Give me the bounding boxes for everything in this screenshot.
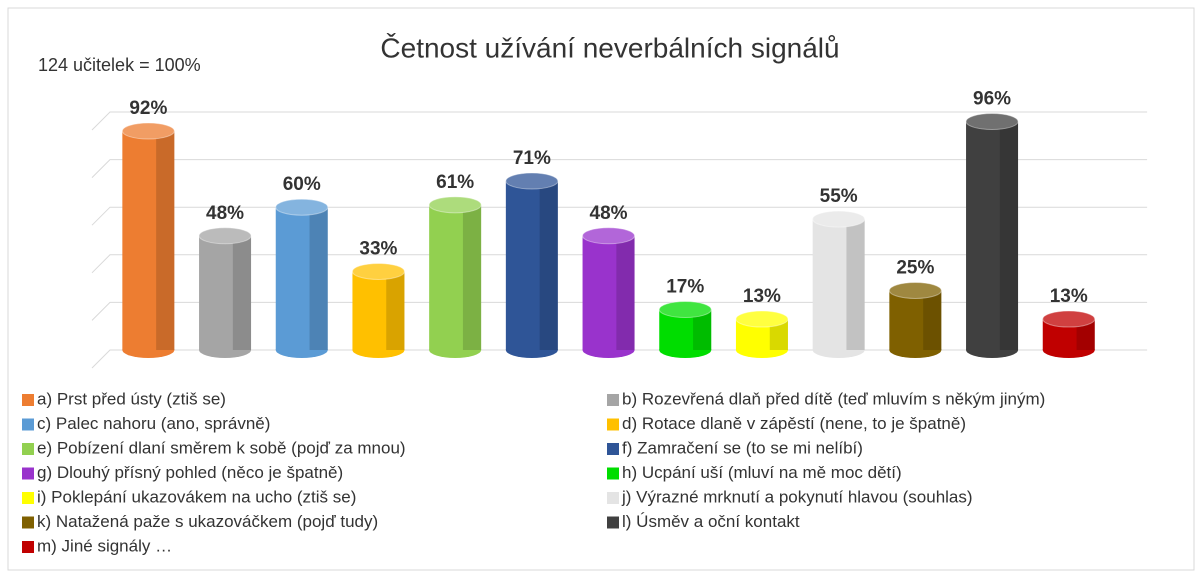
bar — [889, 290, 942, 350]
data-label: 55% — [820, 186, 858, 207]
chart-border — [7, 7, 1195, 571]
legend-swatch — [607, 516, 619, 529]
data-label: 96% — [973, 89, 1011, 110]
bar-cap — [965, 113, 1019, 131]
bar-shade — [156, 131, 175, 350]
bar-shade — [693, 309, 712, 350]
legend-swatch — [607, 443, 619, 455]
bar-cap-shine — [505, 173, 558, 190]
grid-line — [91, 301, 1148, 321]
legend-swatch — [607, 394, 619, 406]
bar — [505, 181, 558, 350]
bar-cap-shine — [659, 301, 712, 318]
data-label: 60% — [283, 174, 321, 195]
data-label: 92% — [129, 98, 167, 119]
bar-shade — [539, 181, 558, 350]
bar-cap — [812, 210, 866, 228]
legend-label: h) Ucpání uší (mluví na mě moc dětí) — [622, 463, 902, 482]
legend-swatch — [22, 418, 34, 431]
bar-cap-shine — [582, 227, 635, 244]
legend-swatch — [22, 541, 34, 553]
bar-cap-shine — [966, 113, 1019, 130]
bar — [812, 219, 865, 350]
bar-shade — [999, 121, 1019, 351]
legend-label: k) Natažená paže s ukazováčkem (pojď tud… — [37, 512, 378, 531]
bar — [966, 121, 1019, 351]
bar-shade — [1076, 319, 1095, 350]
bar-shade — [309, 207, 328, 350]
bar-cap — [658, 301, 712, 319]
legend-swatch — [607, 467, 619, 480]
legend-swatch — [607, 418, 619, 431]
legend-label: b) Rozevřená dlaň před dítě (teď mluvím … — [622, 389, 1045, 408]
legend-label: d) Rotace dlaně v zápěstí (nene, to je š… — [622, 414, 966, 433]
legend-label: a) Prst před ústy (ztiš se) — [37, 389, 226, 408]
bar-cap-shine — [889, 282, 942, 299]
bar-shade — [232, 235, 252, 350]
bar-cap-shine — [1042, 311, 1095, 328]
legend-label: e) Pobízení dlaní směrem k sobě (pojď za… — [37, 438, 406, 457]
bar-shade — [769, 319, 788, 350]
bar-cap — [198, 227, 252, 245]
bar — [352, 271, 405, 350]
bar-cap — [121, 122, 175, 140]
bar-cap — [505, 172, 559, 190]
legend-swatch — [22, 492, 34, 504]
data-label: 33% — [359, 238, 397, 259]
bar-cap — [275, 198, 329, 216]
bar-cap-shine — [199, 227, 252, 244]
data-label: 48% — [206, 203, 244, 224]
bar-cap-shine — [429, 196, 482, 213]
bar — [122, 131, 175, 350]
data-label: 61% — [436, 172, 474, 193]
bar-cap — [735, 310, 789, 328]
data-label: 48% — [590, 203, 628, 224]
legend-label: f) Zamračení se (to se mi nelíbí) — [622, 438, 863, 457]
bar-cap — [582, 227, 636, 245]
grid-line — [91, 206, 1148, 226]
grid-line — [91, 254, 1148, 274]
legend-label: m) Jiné signály … — [37, 536, 172, 555]
legend-swatch — [22, 467, 34, 480]
legend-label: g) Dlouhý přísný pohled (něco je špatně) — [37, 463, 343, 482]
legend-swatch — [22, 443, 34, 455]
bar-cap-shine — [735, 311, 788, 328]
bar-shade — [462, 204, 482, 350]
chart-title: Četnost užívání neverbálních signálů — [380, 32, 839, 63]
chart-subtitle: 124 učitelek = 100% — [38, 55, 201, 75]
grid-line — [91, 111, 1148, 131]
bar-cap-shine — [352, 263, 405, 280]
bar-cap — [428, 196, 482, 214]
bar-shade — [616, 235, 635, 350]
data-label: 71% — [513, 148, 551, 169]
bar-cap — [1042, 310, 1096, 328]
grid-line — [91, 159, 1148, 178]
bar-shade — [386, 271, 405, 350]
bar-cap — [888, 282, 942, 299]
bar — [429, 204, 482, 350]
legend-label: j) Výrazné mrknutí a pokynutí hlavou (so… — [621, 487, 973, 506]
data-label: 25% — [896, 258, 934, 279]
bar-cap-shine — [275, 199, 328, 216]
legend-label: l) Úsměv a oční kontakt — [622, 512, 800, 531]
bar-shade — [846, 219, 865, 350]
legend-swatch — [22, 516, 34, 529]
legend-label: i) Poklepání ukazovákem na ucho (ztiš se… — [37, 487, 356, 506]
bar — [199, 235, 252, 350]
bar-cap-shine — [812, 211, 865, 228]
grid-line — [91, 349, 1148, 369]
bar — [582, 235, 635, 350]
bar — [275, 207, 328, 350]
data-label: 17% — [666, 277, 704, 298]
legend-swatch — [607, 492, 619, 504]
data-label: 13% — [743, 286, 781, 307]
legend-label: c) Palec nahoru (ano, správně) — [37, 414, 270, 433]
data-label: 13% — [1050, 286, 1088, 307]
legend-swatch — [22, 394, 34, 406]
bar-cap-shine — [122, 123, 175, 140]
bar-shade — [923, 290, 942, 350]
bar-cap — [351, 262, 405, 280]
